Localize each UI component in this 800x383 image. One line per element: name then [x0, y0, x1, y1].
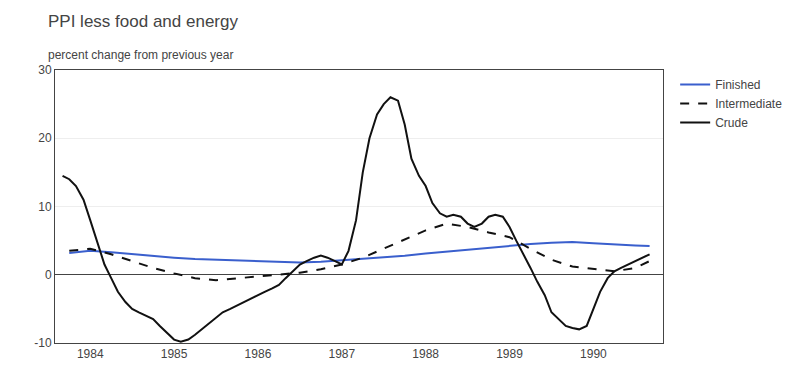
svg-text:1990: 1990 [580, 347, 607, 361]
svg-text:Finished: Finished [715, 78, 760, 92]
svg-text:1985: 1985 [161, 347, 188, 361]
svg-text:1984: 1984 [77, 347, 104, 361]
svg-text:20: 20 [38, 131, 52, 145]
svg-text:0: 0 [45, 268, 52, 282]
svg-text:1987: 1987 [328, 347, 355, 361]
svg-text:1986: 1986 [245, 347, 272, 361]
svg-text:10: 10 [38, 200, 52, 214]
svg-text:-10: -10 [34, 336, 52, 350]
svg-text:30: 30 [38, 63, 52, 77]
svg-text:Intermediate: Intermediate [715, 97, 782, 111]
svg-text:Crude: Crude [715, 116, 748, 130]
svg-text:PPI less food and energy: PPI less food and energy [48, 12, 238, 31]
svg-text:percent change from previous y: percent change from previous year [48, 48, 233, 62]
svg-text:1988: 1988 [412, 347, 439, 361]
svg-text:1989: 1989 [496, 347, 523, 361]
